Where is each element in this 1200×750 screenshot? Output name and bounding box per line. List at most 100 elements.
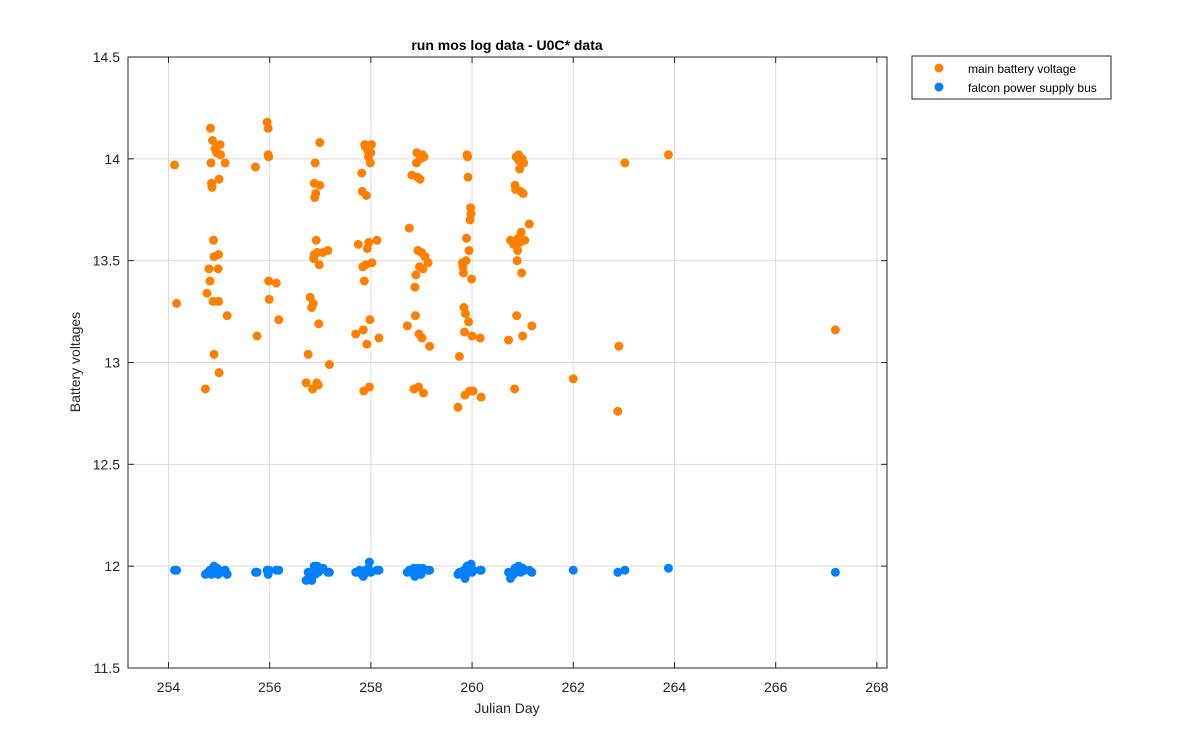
- data-point: [524, 219, 534, 229]
- data-point: [415, 174, 425, 184]
- x-tick-label: 260: [460, 679, 484, 695]
- data-point: [313, 380, 323, 390]
- data-point: [517, 268, 527, 278]
- data-point: [425, 341, 435, 351]
- data-point: [252, 567, 262, 577]
- data-point: [413, 382, 423, 392]
- data-point: [214, 296, 224, 306]
- data-point: [518, 331, 528, 341]
- data-point: [663, 150, 673, 160]
- x-tick-label: 258: [359, 679, 383, 695]
- data-point: [475, 333, 485, 343]
- data-point: [364, 237, 374, 247]
- data-point: [200, 384, 210, 394]
- data-point: [463, 152, 473, 162]
- data-point: [374, 333, 384, 343]
- y-tick-label: 14.5: [93, 49, 120, 65]
- axis-ticks: 254 256 258 260 262 264 266 268 11.5 12 12.5 13 13.5…: [93, 49, 889, 695]
- data-point: [613, 567, 623, 577]
- data-point: [504, 335, 514, 345]
- data-point: [830, 567, 840, 577]
- data-point: [220, 158, 230, 168]
- data-point: [419, 152, 429, 162]
- data-point: [417, 333, 427, 343]
- data-point: [365, 158, 375, 168]
- data-point: [468, 386, 478, 396]
- data-point: [206, 158, 216, 168]
- data-point: [366, 148, 376, 158]
- y-tick-label: 14: [104, 151, 120, 167]
- data-point: [512, 256, 522, 266]
- legend: main battery voltage falcon power supply…: [911, 55, 1112, 100]
- data-point: [620, 158, 630, 168]
- data-point: [466, 209, 476, 219]
- data-point: [207, 182, 217, 192]
- series-1: [170, 557, 840, 585]
- data-point: [205, 276, 215, 286]
- data-point: [170, 160, 180, 170]
- y-tick-label: 13: [104, 355, 120, 371]
- data-point: [311, 235, 321, 245]
- data-point: [459, 327, 469, 337]
- data-point: [425, 565, 435, 575]
- data-point: [568, 374, 578, 384]
- data-point: [418, 264, 428, 274]
- data-point: [613, 406, 623, 416]
- data-point: [516, 227, 526, 237]
- data-point: [324, 567, 334, 577]
- legend-marker-falcon-bus: [934, 82, 944, 92]
- data-point: [366, 140, 376, 150]
- data-point: [314, 319, 324, 329]
- data-point: [205, 123, 215, 133]
- data-point: [271, 278, 281, 288]
- data-point: [222, 569, 232, 579]
- data-point: [202, 288, 212, 298]
- data-point: [476, 392, 486, 402]
- data-point: [453, 402, 463, 412]
- data-point: [172, 565, 182, 575]
- data-point: [404, 223, 414, 233]
- data-point: [311, 188, 321, 198]
- data-point: [461, 256, 471, 266]
- chart-title: run mos log data - U0C* data: [411, 37, 603, 53]
- x-tick-label: 266: [764, 679, 788, 695]
- data-point: [314, 260, 324, 270]
- data-point: [209, 349, 219, 359]
- data-point: [264, 294, 274, 304]
- data-point: [364, 382, 374, 392]
- data-point: [204, 264, 214, 274]
- data-point: [410, 311, 420, 321]
- x-tick-label: 254: [157, 679, 181, 695]
- data-point: [323, 245, 333, 255]
- y-tick-label: 12: [104, 558, 120, 574]
- data-point: [274, 315, 284, 325]
- data-point: [464, 317, 474, 327]
- data-point: [568, 565, 578, 575]
- data-point: [315, 138, 325, 148]
- data-point: [423, 258, 433, 268]
- data-point: [364, 557, 374, 567]
- data-point: [324, 360, 334, 370]
- data-point: [214, 250, 224, 260]
- data-point: [467, 331, 477, 341]
- y-tick-label: 12.5: [93, 456, 120, 472]
- data-point: [215, 140, 225, 150]
- grid-lines: [128, 56, 887, 669]
- data-point: [462, 233, 472, 243]
- data-point: [264, 565, 274, 575]
- data-point: [454, 351, 464, 361]
- data-point: [663, 563, 673, 573]
- data-point: [353, 239, 363, 249]
- data-point: [513, 245, 523, 255]
- series-0: [170, 117, 840, 416]
- data-point: [468, 565, 478, 575]
- data-point: [222, 311, 232, 321]
- data-point: [310, 158, 320, 168]
- data-point: [308, 298, 318, 308]
- legend-box: [911, 55, 1112, 100]
- data-point: [476, 565, 486, 575]
- data-point: [527, 321, 537, 331]
- data-point: [252, 331, 262, 341]
- legend-label-main-battery: main battery voltage: [968, 62, 1076, 76]
